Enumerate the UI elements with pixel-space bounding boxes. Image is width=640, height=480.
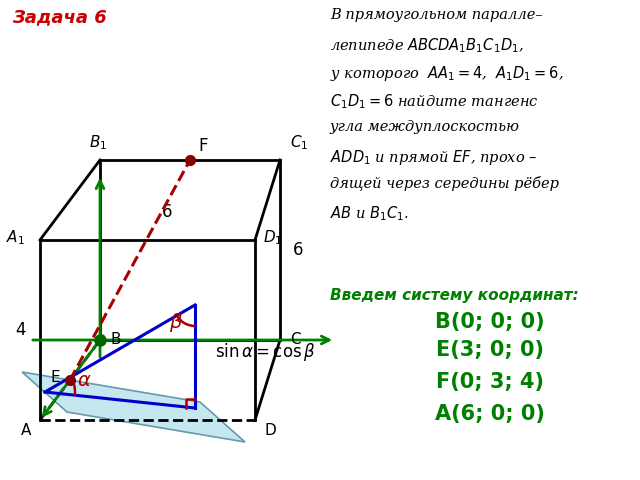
Text: $C_1$: $C_1$ <box>290 133 308 152</box>
Text: B: B <box>110 333 120 348</box>
Text: угла междуплоскостью: угла междуплоскостью <box>330 120 520 134</box>
Text: 4: 4 <box>15 321 25 339</box>
Text: B(0; 0; 0): B(0; 0; 0) <box>435 312 545 332</box>
Text: D: D <box>265 423 276 438</box>
Text: 6: 6 <box>292 241 303 259</box>
Text: F: F <box>198 137 207 155</box>
Text: Задача 6: Задача 6 <box>12 8 107 26</box>
Polygon shape <box>22 372 245 442</box>
Text: $B_1$: $B_1$ <box>89 133 107 152</box>
Text: Введем систему координат:: Введем систему координат: <box>330 288 579 303</box>
Text: $\alpha$: $\alpha$ <box>77 371 92 389</box>
Text: A(6; 0; 0): A(6; 0; 0) <box>435 404 545 424</box>
Text: В прямоугольном паралле–: В прямоугольном паралле– <box>330 8 543 22</box>
Text: A: A <box>21 423 31 438</box>
Text: $ADD_1$ и прямой $EF$, прохо –: $ADD_1$ и прямой $EF$, прохо – <box>330 148 538 167</box>
Text: лепипеде $ABCDA_1B_1C_1D_1$,: лепипеде $ABCDA_1B_1C_1D_1$, <box>330 36 524 55</box>
Text: $\sin\alpha = \cos\beta$: $\sin\alpha = \cos\beta$ <box>215 341 316 363</box>
Text: 6: 6 <box>163 203 173 221</box>
Text: $AB$ и $B_1C_1$.: $AB$ и $B_1C_1$. <box>330 204 409 223</box>
Text: $\beta$: $\beta$ <box>169 312 183 335</box>
Text: E: E <box>50 371 60 385</box>
Text: у которого  $AA_1 = 4$,  $A_1D_1 = 6$,: у которого $AA_1 = 4$, $A_1D_1 = 6$, <box>330 64 564 83</box>
Text: $C_1D_1 = 6$ найдите тангенс: $C_1D_1 = 6$ найдите тангенс <box>330 92 539 111</box>
Text: $A_1$: $A_1$ <box>6 228 25 247</box>
Text: дящей через середины рёбер: дящей через середины рёбер <box>330 176 559 191</box>
Text: E(3; 0; 0): E(3; 0; 0) <box>436 340 544 360</box>
Text: F(0; 3; 4): F(0; 3; 4) <box>436 372 544 392</box>
Text: $D_1$: $D_1$ <box>263 228 282 247</box>
Text: C: C <box>290 333 301 348</box>
